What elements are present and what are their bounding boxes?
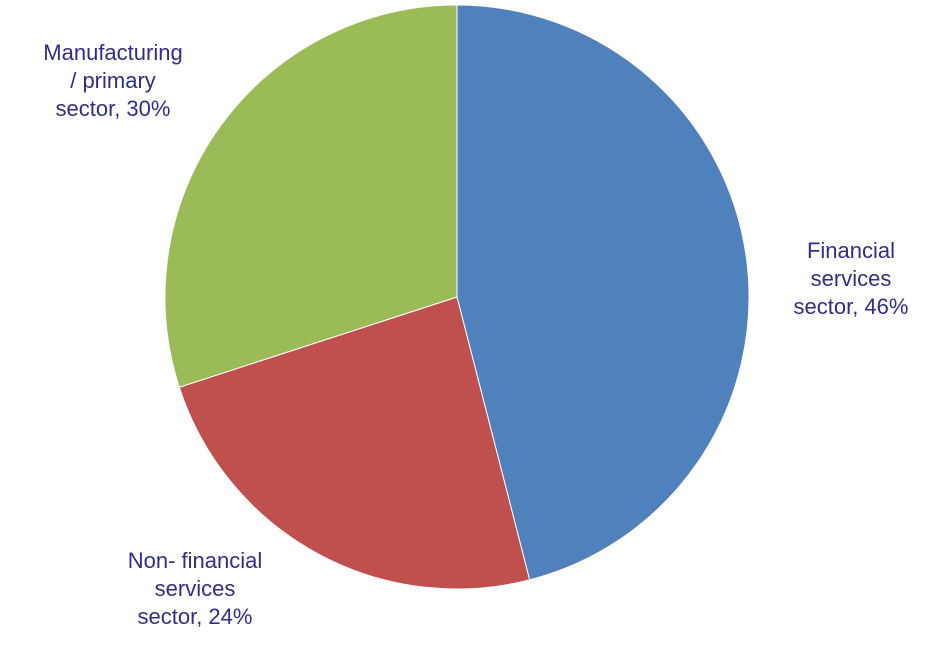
pie-slices — [164, 4, 750, 590]
slice-label-line: services — [155, 576, 236, 601]
pie-slice-non-financial — [178, 296, 531, 590]
slice-label-non-financial: Non- financial services sector, 24% — [128, 548, 263, 629]
slice-label-line: sector, 24% — [138, 604, 253, 629]
slice-label-line: sector, 46% — [794, 294, 909, 319]
slice-label-line: Non- financial — [128, 548, 263, 573]
slice-labels: Financial services sector, 46% Non- financi… — [43, 40, 908, 629]
slice-label-line: Manufacturing — [43, 40, 182, 65]
pie-slice-manufacturing — [164, 4, 458, 388]
pie-slice-financial — [456, 4, 750, 581]
slice-label-line: / primary — [70, 68, 156, 93]
slice-label-line: services — [811, 266, 892, 291]
slice-label-line: sector, 30% — [56, 96, 171, 121]
slice-label-manufacturing: Manufacturing / primary sector, 30% — [43, 40, 182, 121]
slice-label-line: Financial — [807, 238, 895, 263]
slice-label-financial: Financial services sector, 46% — [794, 238, 909, 319]
